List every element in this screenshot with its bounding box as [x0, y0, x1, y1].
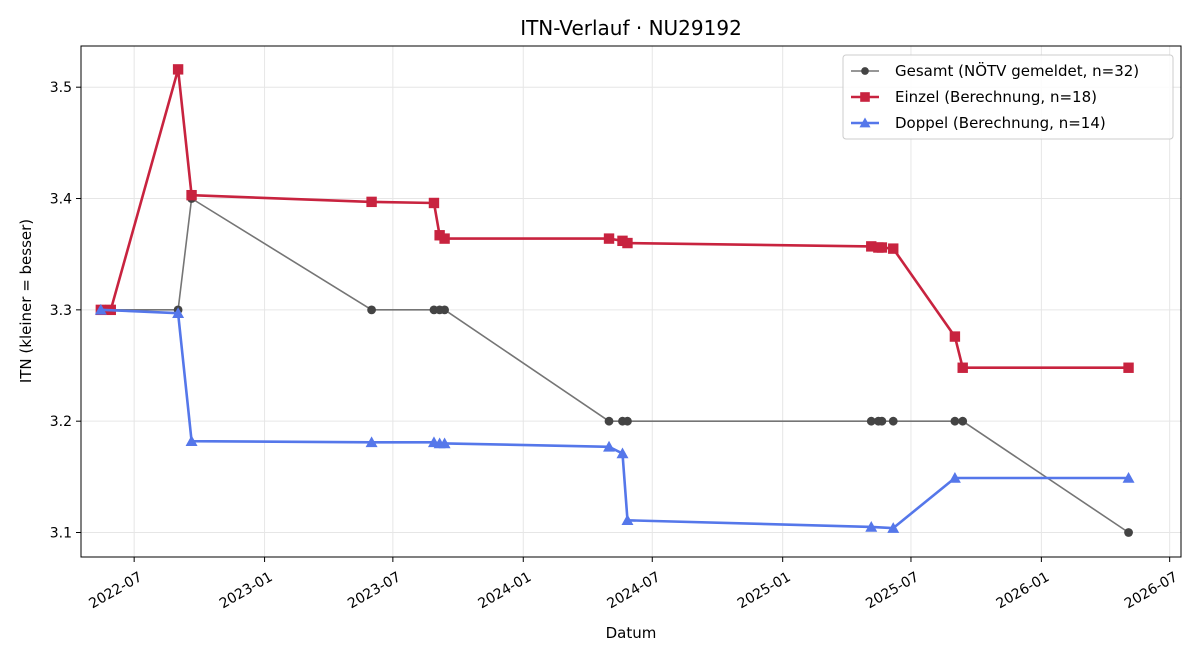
data-point — [1123, 362, 1134, 373]
data-point — [865, 520, 878, 532]
x-tick-label: 2026-01 — [994, 569, 1053, 612]
legend-label: Einzel (Berechnung, n=18) — [895, 88, 1097, 106]
y-tick-label: 3.2 — [50, 414, 72, 430]
data-point — [366, 196, 377, 208]
legend-item-0: Gesamt (NÖTV gemeldet, n=32) — [851, 61, 1139, 80]
x-tick-label: 2022-07 — [86, 569, 145, 612]
x-axis-label: Datum — [606, 624, 657, 642]
data-point — [603, 233, 615, 244]
x-tick-label: 2024-01 — [476, 569, 535, 612]
data-point — [186, 189, 197, 201]
data-point — [94, 303, 107, 315]
legend-swatch-marker — [861, 67, 869, 75]
data-point — [439, 233, 450, 244]
data-point — [950, 416, 960, 426]
data-point — [623, 416, 632, 426]
y-axis-label: ITN (kleiner = besser) — [17, 219, 35, 383]
x-tick-label: 2026-07 — [1122, 569, 1181, 612]
series-line — [100, 197, 1130, 534]
x-tick-label: 2023-07 — [345, 569, 404, 612]
y-tick-label: 3.5 — [50, 80, 72, 96]
plot-frame — [80, 45, 1182, 558]
x-tick-label: 2025-01 — [735, 569, 794, 612]
data-point — [185, 435, 198, 447]
data-point — [616, 447, 629, 459]
data-point — [621, 514, 634, 526]
series-2 — [94, 303, 1135, 533]
data-point — [866, 241, 877, 252]
y-tick-label: 3.1 — [50, 526, 72, 542]
y-axis: 3.1 3.2 3.3 3.4 3.5 — [50, 80, 81, 542]
series-layer — [94, 64, 1135, 537]
legend-item-1: Einzel (Berechnung, n=18) — [851, 88, 1097, 106]
legend-label: Doppel (Berechnung, n=14) — [895, 114, 1106, 132]
x-tick-label: 2024-07 — [605, 569, 664, 612]
data-point — [622, 237, 633, 249]
chart-title: ITN-Verlauf · NU29192 — [520, 16, 742, 40]
data-point — [367, 305, 376, 315]
y-tick-label: 3.4 — [50, 192, 72, 208]
data-point — [365, 436, 378, 448]
data-point — [438, 437, 451, 449]
x-tick-label: 2023-01 — [217, 569, 276, 612]
data-point — [949, 331, 961, 342]
legend-swatch-marker — [860, 92, 870, 102]
data-point — [958, 416, 968, 426]
data-point — [877, 416, 887, 426]
data-point — [428, 197, 440, 209]
data-point — [440, 305, 449, 315]
data-point — [888, 243, 899, 254]
y-tick-label: 3.3 — [50, 303, 72, 319]
data-point — [957, 362, 968, 373]
series-line — [100, 308, 1129, 530]
data-point — [172, 64, 184, 75]
legend-label: Gesamt (NÖTV gemeldet, n=32) — [895, 61, 1139, 80]
data-point — [1124, 528, 1133, 537]
data-point — [948, 471, 961, 483]
data-point — [172, 307, 185, 318]
x-tick-label: 2025-07 — [863, 569, 922, 612]
series-0 — [96, 194, 1133, 537]
legend-swatch-marker — [859, 117, 871, 128]
data-point — [887, 522, 900, 533]
legend-item-2: Doppel (Berechnung, n=14) — [851, 114, 1106, 132]
legend: Gesamt (NÖTV gemeldet, n=32) Einzel (Bere… — [842, 54, 1174, 140]
x-axis: 2022-07 2023-01 2023-07 2024-01 2024-07 2025-… — [86, 557, 1181, 612]
data-point — [1122, 471, 1135, 483]
data-point — [888, 416, 898, 426]
data-point — [866, 416, 876, 426]
legend-box — [842, 54, 1174, 140]
data-point — [604, 416, 614, 426]
series-line — [100, 68, 1129, 370]
data-point — [603, 440, 616, 452]
data-point — [876, 242, 888, 253]
